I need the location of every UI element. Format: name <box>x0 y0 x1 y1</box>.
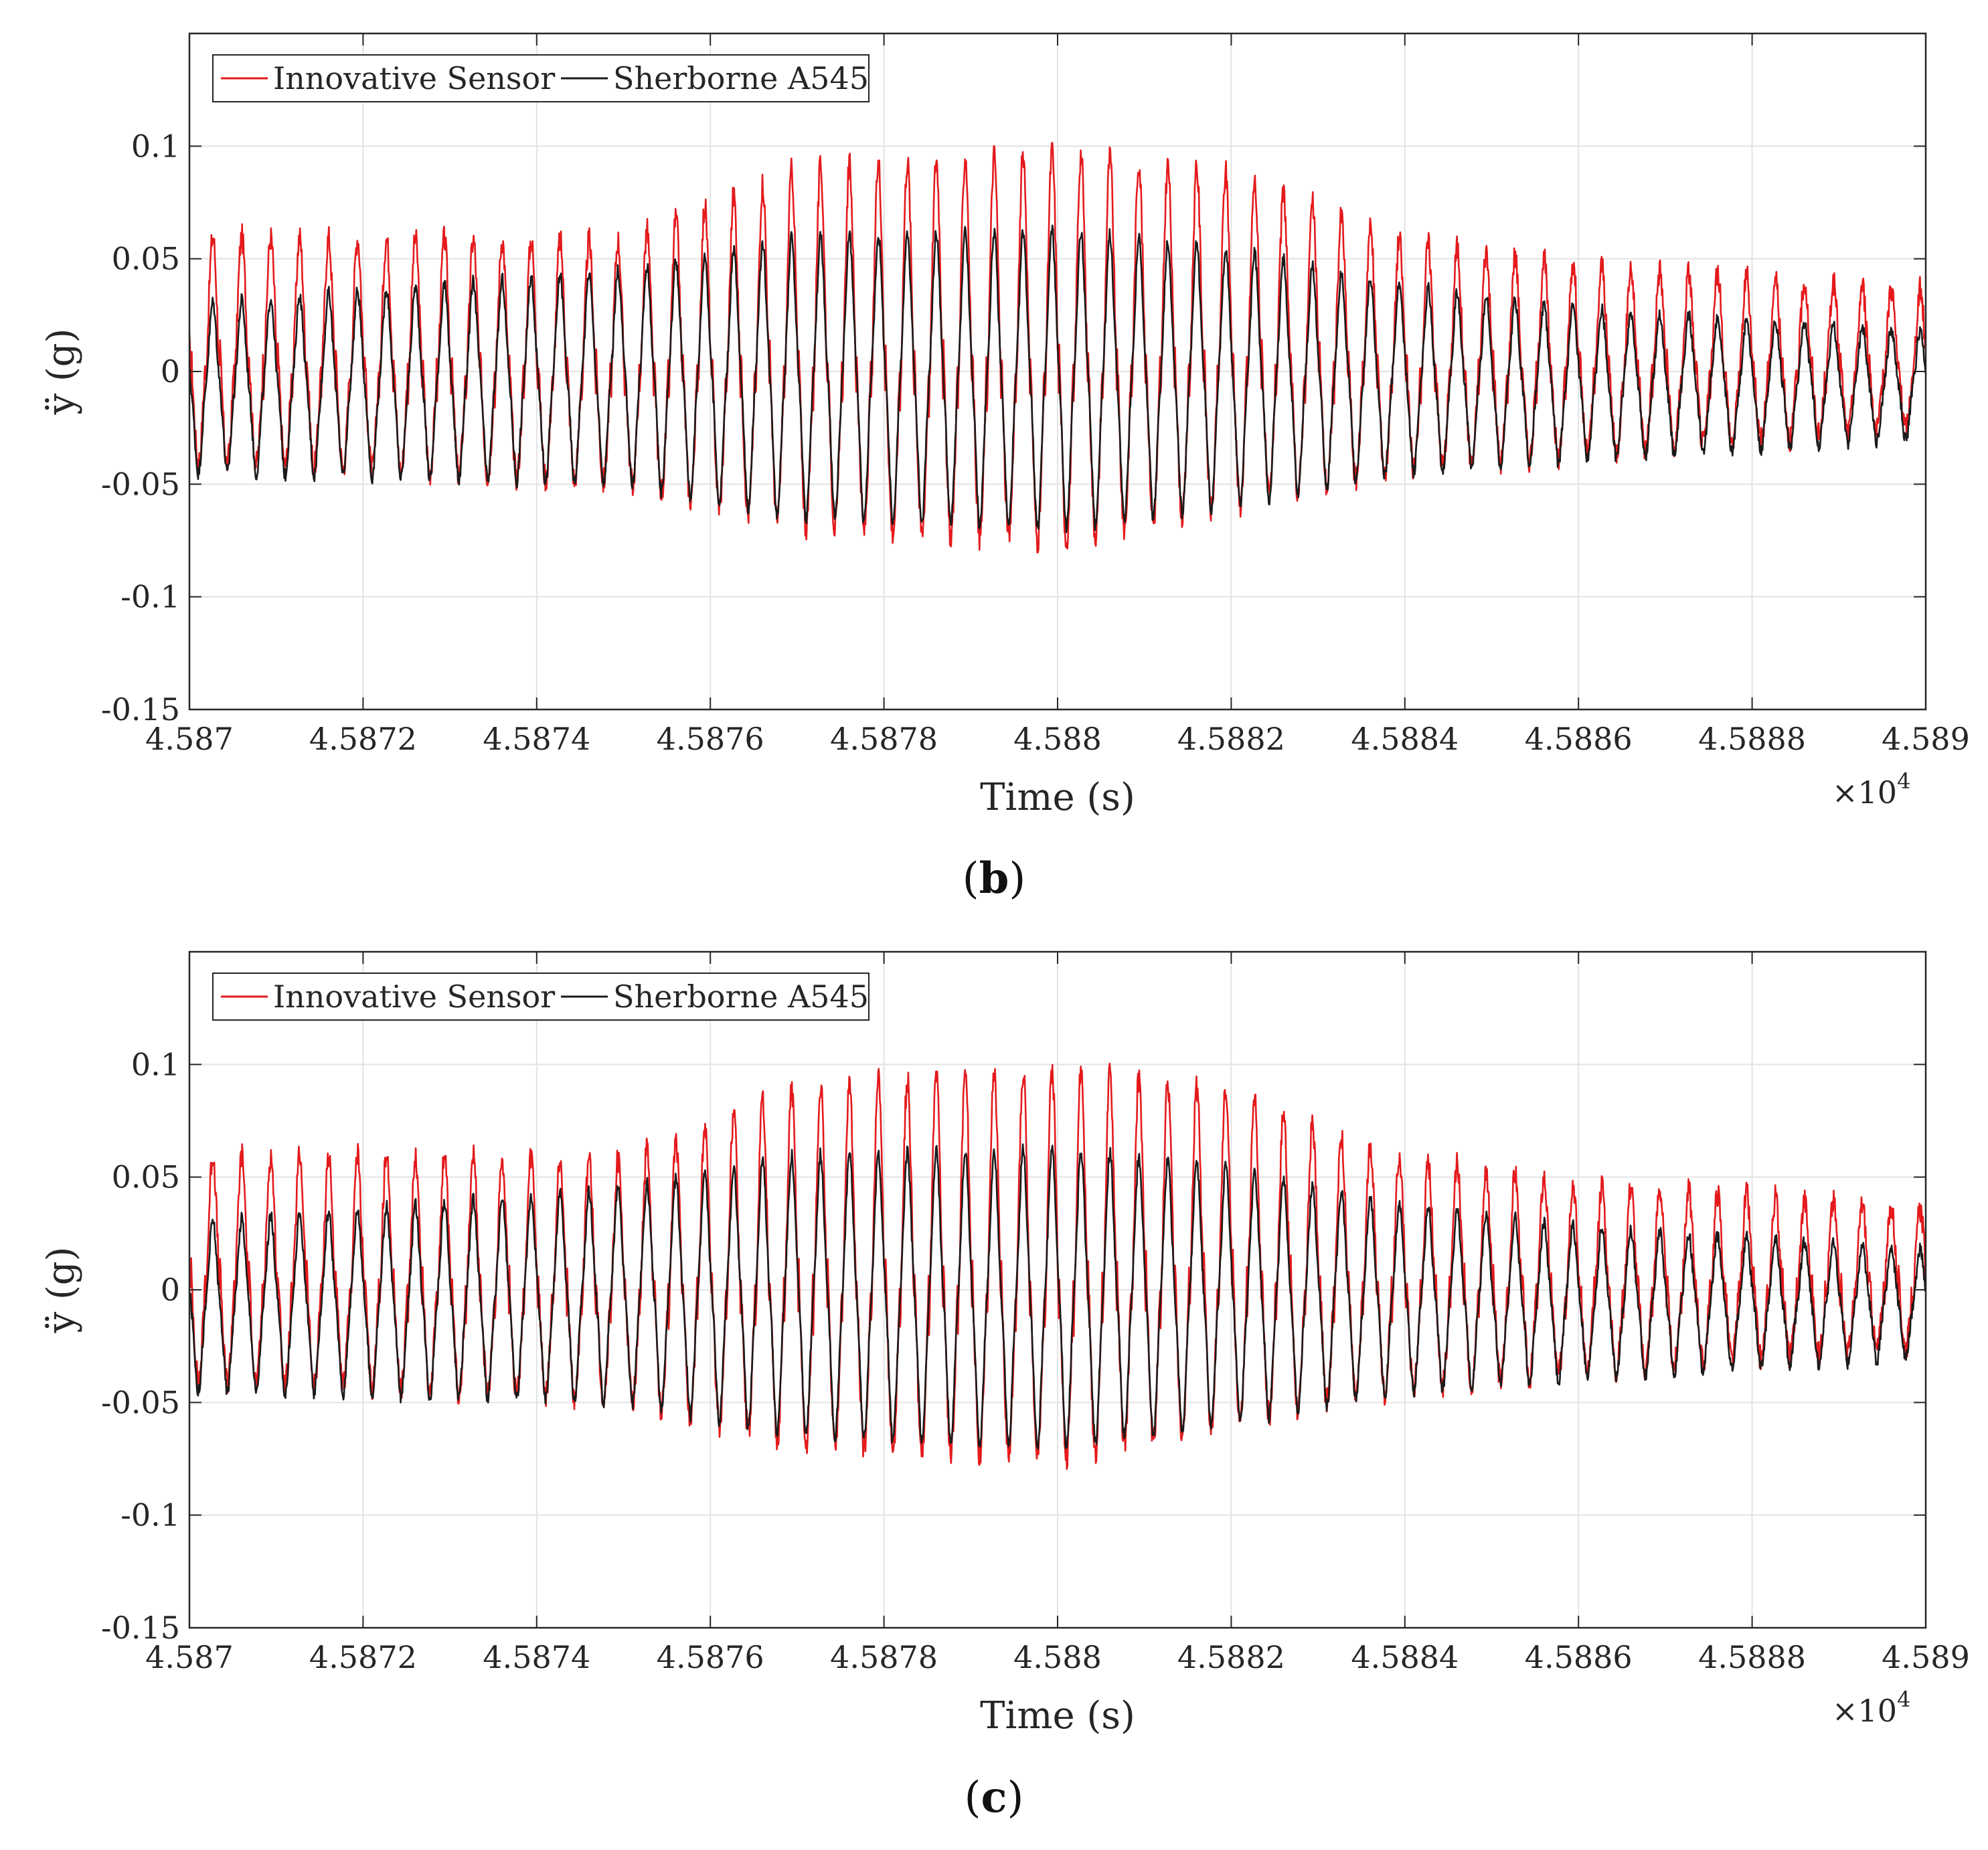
x-tick-label: 4.5882 <box>1177 1639 1285 1675</box>
legend-label-innovative-sensor: Innovative Sensor <box>273 979 555 1015</box>
y-tick-label: 0.05 <box>112 1159 180 1195</box>
chart-panel-b: 4.587 4.5872 4.5874 4.5876 4.5878 4.588 4.5882… <box>39 32 1970 819</box>
x-tick-label: 4.5876 <box>657 1639 764 1675</box>
x-tick-label: 4.589 <box>1882 1639 1970 1675</box>
legend-label-sherborne-a545: Sherborne A545 <box>613 60 869 96</box>
y-axis-label: ÿ (g) <box>39 1247 83 1334</box>
x-multiplier: ×104 <box>1832 1687 1910 1729</box>
y-tick-label: 0.1 <box>131 1046 180 1082</box>
x-tick-label: 4.5878 <box>830 1639 938 1675</box>
panel-label-b: b <box>979 853 1009 904</box>
x-tick-label: 4.5878 <box>830 721 938 757</box>
x-tick-label: 4.5874 <box>483 721 590 757</box>
x-tick-label: 4.5884 <box>1351 721 1459 757</box>
y-axis-label: ÿ (g) <box>39 329 83 416</box>
x-tick-label: 4.5888 <box>1698 1639 1806 1675</box>
x-tick-label: 4.5886 <box>1525 1639 1633 1675</box>
panel-caption-c: (c) <box>964 1772 1024 1823</box>
legend-box <box>212 973 869 1021</box>
y-tick-label: -0.15 <box>101 691 180 728</box>
y-tick-label: 0 <box>161 1272 180 1308</box>
x-tick-label: 4.5872 <box>309 721 417 757</box>
x-tick-label: 4.587 <box>145 721 234 757</box>
y-tick-label: -0.15 <box>101 1610 180 1646</box>
x-axis-label: Time (s) <box>980 776 1135 819</box>
x-tick-label: 4.5876 <box>657 721 764 757</box>
y-tick-label: 0.1 <box>131 128 180 164</box>
legend-box <box>212 54 869 102</box>
chart-panel-c: 4.587 4.5872 4.5874 4.5876 4.5878 4.588 4.5882… <box>39 950 1970 1738</box>
y-tick-label: -0.1 <box>120 1497 180 1533</box>
series-line-sherborne-a545 <box>188 224 1927 533</box>
legend-label-sherborne-a545: Sherborne A545 <box>613 979 869 1015</box>
x-tick-label: 4.5874 <box>483 1639 590 1675</box>
x-tick-label: 4.5882 <box>1177 721 1285 757</box>
x-multiplier: ×104 <box>1832 768 1910 811</box>
legend-label-innovative-sensor: Innovative Sensor <box>273 60 555 96</box>
x-tick-label: 4.588 <box>1013 1639 1102 1675</box>
x-tick-label: 4.5884 <box>1351 1639 1459 1675</box>
panel-caption-b: (b) <box>962 853 1026 904</box>
x-tick-label: 4.5888 <box>1698 721 1806 757</box>
series-line-sherborne-a545 <box>188 1143 1927 1450</box>
x-tick-label: 4.587 <box>145 1639 234 1675</box>
y-tick-label: 0 <box>161 353 180 390</box>
x-tick-label: 4.5872 <box>309 1639 417 1675</box>
x-tick-label: 4.588 <box>1013 721 1102 757</box>
x-axis-label: Time (s) <box>980 1694 1135 1738</box>
x-tick-label: 4.589 <box>1882 721 1970 757</box>
y-tick-label: -0.1 <box>120 579 180 615</box>
y-tick-label: -0.05 <box>101 466 180 502</box>
y-tick-label: -0.05 <box>101 1384 180 1420</box>
x-tick-label: 4.5886 <box>1525 721 1633 757</box>
panel-label-c: c <box>981 1772 1007 1823</box>
y-tick-label: 0.05 <box>112 241 180 277</box>
